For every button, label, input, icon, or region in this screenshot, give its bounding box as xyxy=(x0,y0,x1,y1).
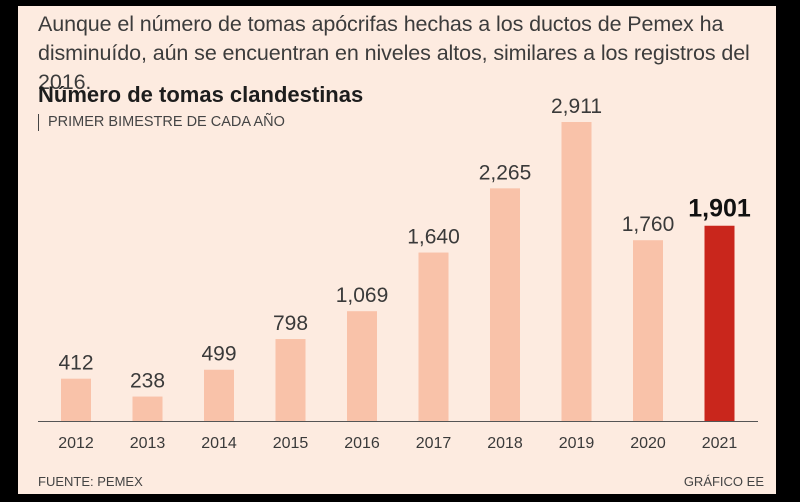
x-tick-label-2018: 2018 xyxy=(487,435,523,452)
bar-2017 xyxy=(418,252,449,421)
lede-text: Aunque el número de tomas apócrifas hech… xyxy=(38,12,750,94)
x-tick-label-2012: 2012 xyxy=(58,435,94,452)
value-label-2021: 1,901 xyxy=(688,195,751,223)
bar-2019 xyxy=(561,122,592,421)
x-tick-label-2013: 2013 xyxy=(130,435,166,452)
x-tick-label-2021: 2021 xyxy=(702,435,738,452)
value-label-2012: 412 xyxy=(58,352,93,375)
x-tick-label-2014: 2014 xyxy=(201,435,237,452)
value-label-2013: 238 xyxy=(130,370,165,393)
chart-title: Número de tomas clandestinas xyxy=(38,82,364,107)
bar-2021 xyxy=(704,225,735,421)
value-label-2017: 1,640 xyxy=(407,226,460,249)
value-label-2015: 798 xyxy=(273,312,308,335)
value-label-2018: 2,265 xyxy=(479,161,532,184)
source-note: FUENTE: PEMEX xyxy=(38,474,143,489)
bar-2013 xyxy=(132,396,163,421)
x-tick-label-2015: 2015 xyxy=(273,435,309,452)
bar-2014 xyxy=(204,369,234,421)
value-label-2019: 2,911 xyxy=(551,95,602,118)
x-tick-label-2019: 2019 xyxy=(559,435,595,452)
value-label-2020: 1,760 xyxy=(622,213,675,236)
x-tick-label-2016: 2016 xyxy=(344,435,380,452)
bar-2012 xyxy=(61,378,91,421)
value-label-2014: 499 xyxy=(201,343,236,366)
bar-2018 xyxy=(490,188,520,421)
credit-note: GRÁFICO EE xyxy=(683,474,764,489)
bar-2020 xyxy=(633,240,663,421)
x-tick-label-2017: 2017 xyxy=(416,435,452,452)
chart-subtitle: PRIMER BIMESTRE DE CADA AÑO xyxy=(38,114,285,131)
value-label-2016: 1,069 xyxy=(336,284,389,307)
bar-chart: 412 2012 238 2013 499 2014 798 2015 1,069 2016 1,6… xyxy=(38,95,758,452)
infographic: Aunque el número de tomas apócrifas hech… xyxy=(18,6,776,494)
bar-2015 xyxy=(275,339,306,421)
x-tick-label-2020: 2020 xyxy=(630,435,666,452)
bar-2016 xyxy=(347,311,377,421)
